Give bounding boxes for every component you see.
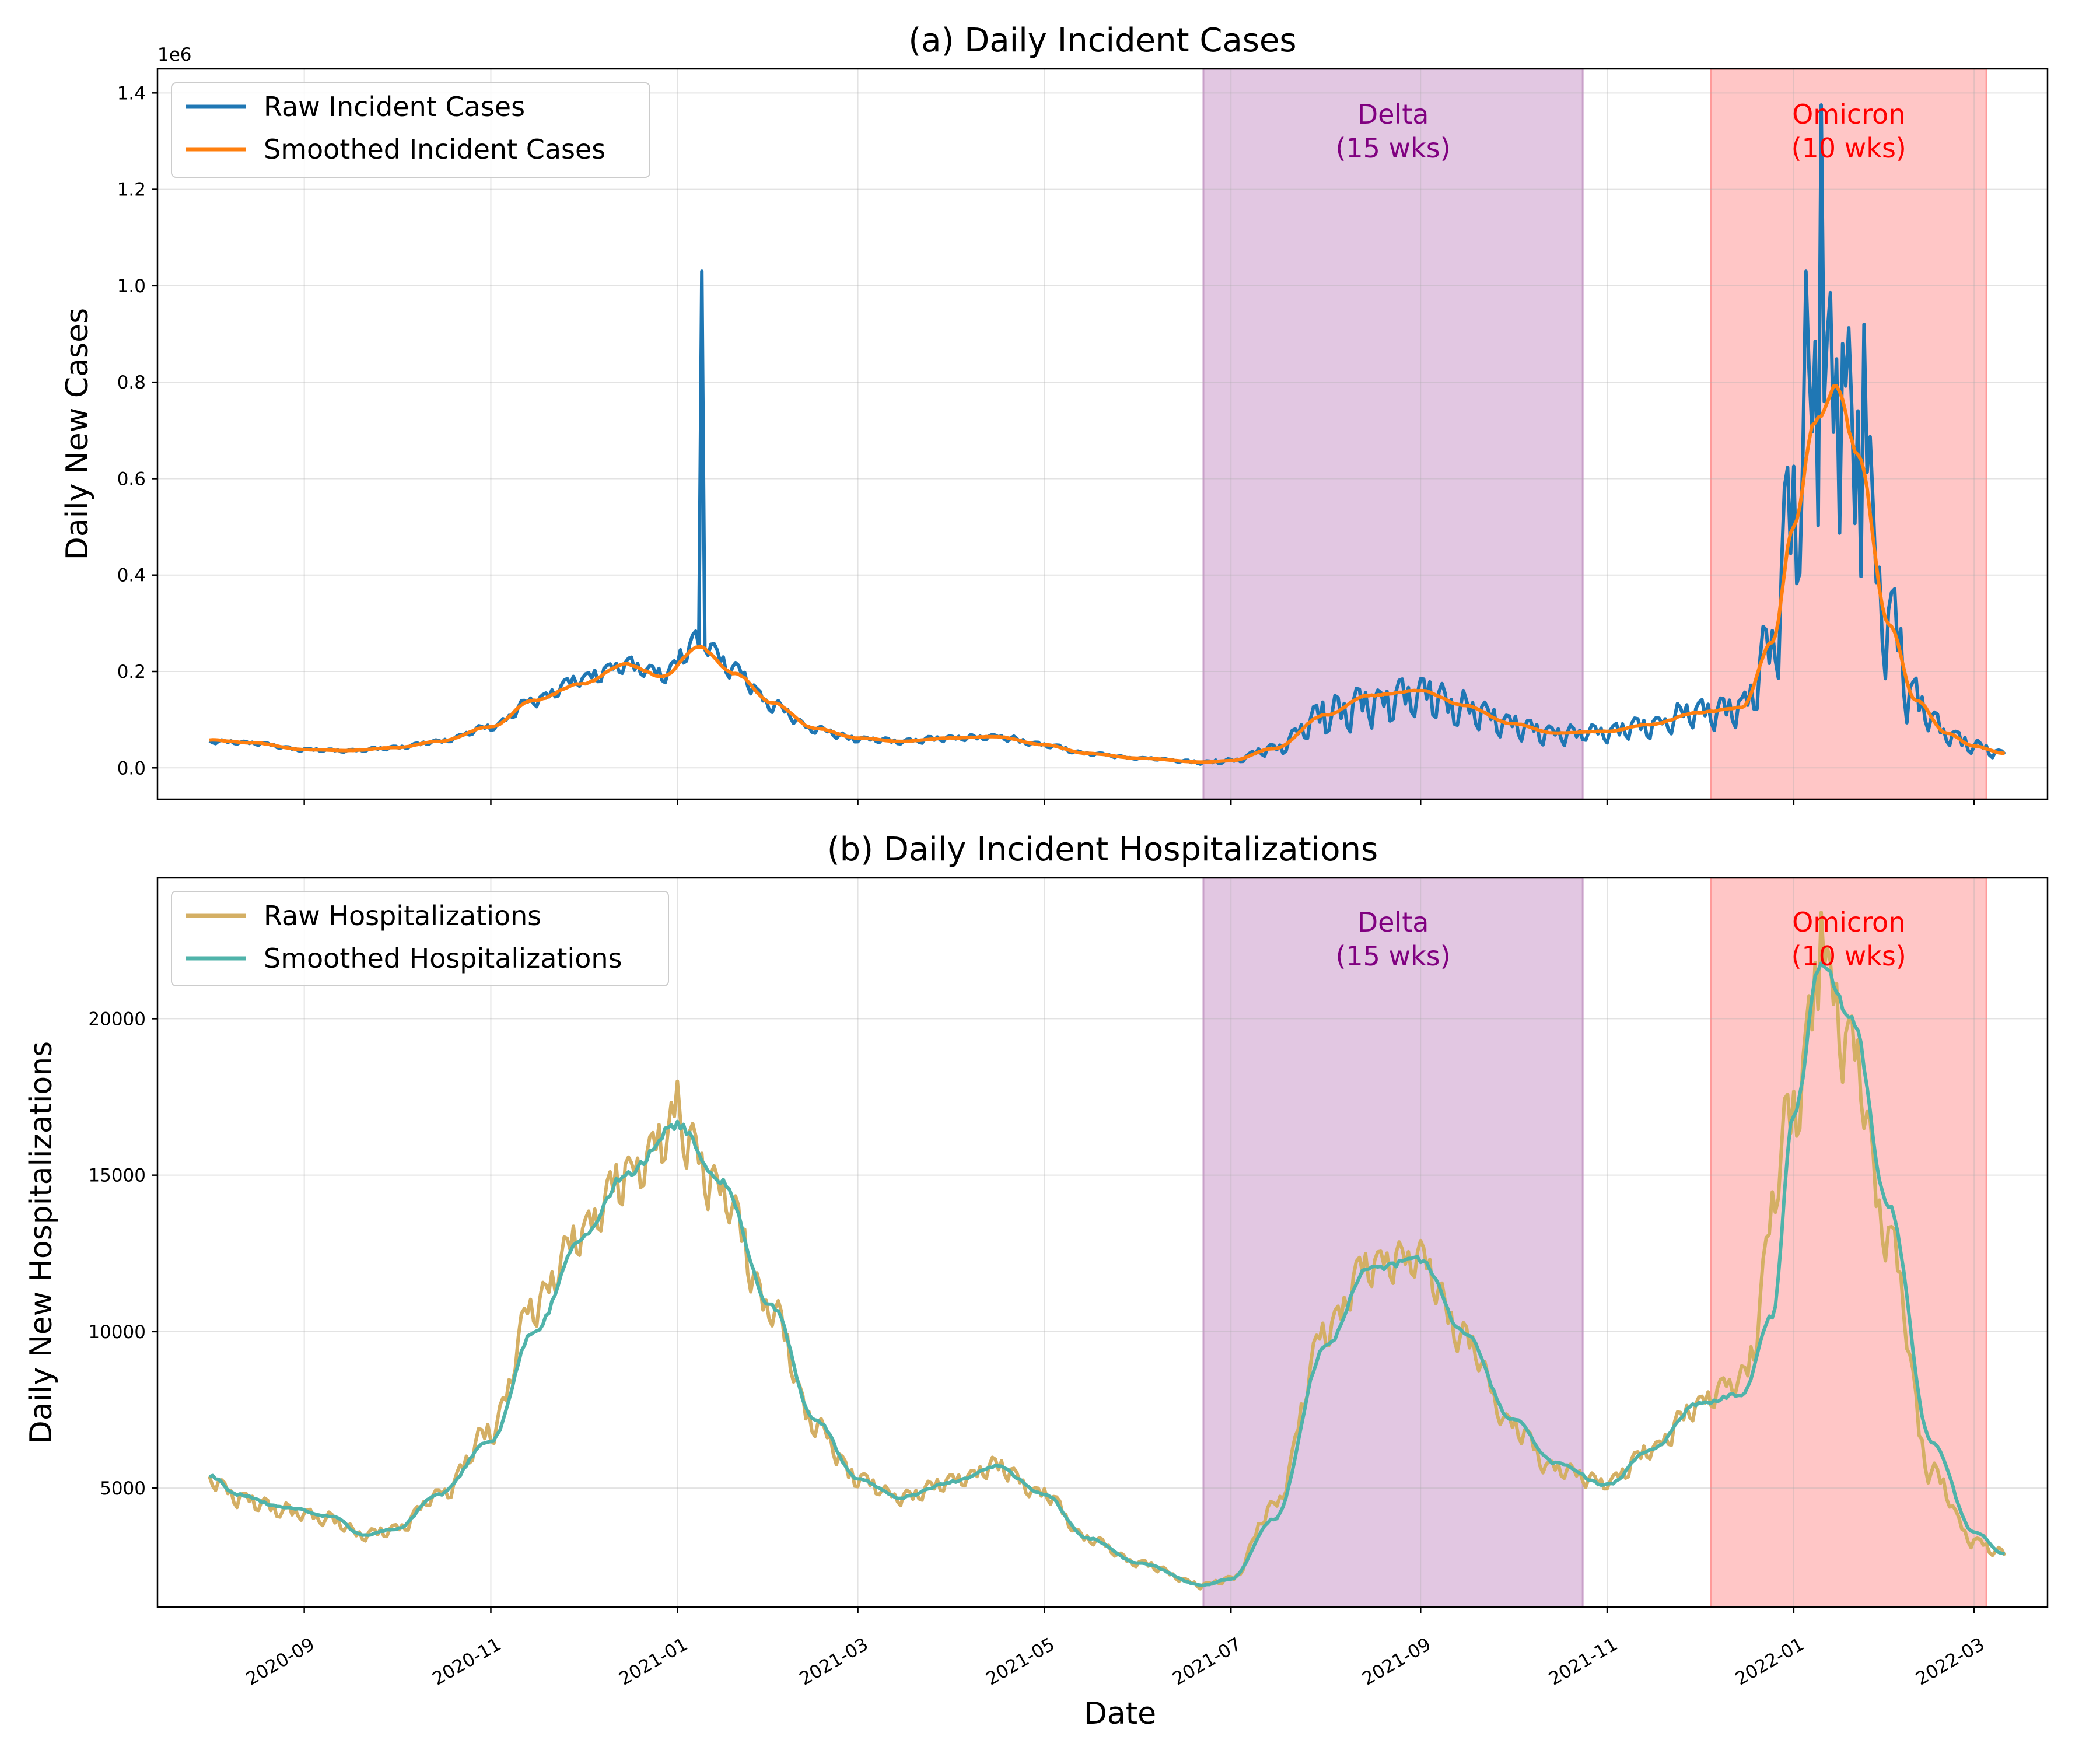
cases-y-tick-label: 0.4 — [117, 565, 146, 586]
hosp-y-tick-label: 10000 — [88, 1322, 146, 1343]
cases-delta-label-line2: (15 wks) — [1335, 132, 1450, 164]
hosp-delta-label-line2: (15 wks) — [1335, 940, 1450, 972]
cases-y-tick-label: 0.2 — [117, 662, 146, 682]
hosp-lines — [208, 911, 2007, 1591]
hosp-delta-label-line1: Delta — [1357, 907, 1429, 938]
x-tick-label: 2022-03 — [1912, 1634, 1988, 1690]
hosp-y-axis-label: Daily New Hospitalizations — [24, 1041, 59, 1444]
cases-axes-frame — [156, 68, 2049, 800]
x-tick-label: 2021-03 — [796, 1634, 872, 1690]
x-tick-label: 2020-09 — [242, 1634, 318, 1690]
cases-y-tick-label: 1.2 — [117, 180, 146, 201]
cases-lines — [208, 103, 2006, 766]
cases-band-labels: Delta (15 wks) Omicron (10 wks) — [1335, 99, 1906, 164]
hosp-y-tick-label: 5000 — [100, 1478, 146, 1499]
cases-omicron-label-line2: (10 wks) — [1791, 132, 1906, 164]
cases-band-delta — [1202, 68, 1584, 800]
x-tick-label: 2021-01 — [615, 1634, 691, 1690]
hosp-y-tick-label: 20000 — [88, 1009, 146, 1030]
cases-legend-raw-label: Raw Incident Cases — [264, 91, 525, 123]
x-tick-label: 2021-07 — [1169, 1634, 1245, 1690]
cases-bands — [1202, 68, 1987, 800]
cases-title: (a) Daily Incident Cases — [908, 22, 1296, 60]
cases-legend-box — [171, 82, 650, 178]
hosp-title: (b) Daily Incident Hospitalizations — [827, 831, 1378, 869]
cases-grid — [158, 69, 2048, 799]
cases-legend-smooth-label: Smoothed Incident Cases — [264, 134, 606, 165]
hosp-legend-raw-label: Raw Hospitalizations — [264, 900, 541, 932]
hosp-axes-frame — [156, 877, 2049, 1608]
x-tick-label: 2022-01 — [1732, 1634, 1808, 1690]
hosp-x-ticks: 2020-09 2020-11 2021-01 2021-03 2021-05 2021-… — [242, 1607, 1988, 1690]
cases-y-tick-label: 1.0 — [117, 276, 146, 297]
hosp-omicron-label-line1: Omicron — [1792, 907, 1905, 938]
hosp-legend-smooth-label: Smoothed Hospitalizations — [264, 943, 622, 974]
hosp-band-omicron — [1710, 877, 1987, 1608]
hosp-band-delta — [1202, 877, 1584, 1608]
cases-panel: 0.0 0.2 0.4 0.6 0.8 1.0 1.2 1.4 1e6 (a) Daily I… — [60, 22, 2049, 805]
cases-omicron-label-line1: Omicron — [1792, 99, 1905, 130]
hosp-y-ticks: 5000 10000 15000 20000 — [88, 1009, 158, 1499]
cases-y-axis-label: Daily New Cases — [60, 308, 95, 560]
x-axis-label: Date — [1084, 1696, 1156, 1731]
x-tick-label: 2020-11 — [429, 1634, 505, 1690]
x-tick-label: 2021-09 — [1359, 1634, 1434, 1690]
x-tick-label: 2021-05 — [982, 1634, 1058, 1690]
cases-legend: Raw Incident Cases Smoothed Incident Cas… — [171, 82, 650, 178]
hosp-series-smoothed-line — [208, 961, 2005, 1587]
cases-y-tick-label: 0.0 — [117, 758, 146, 779]
hosp-bands — [1202, 877, 1987, 1608]
x-tick-label: 2021-11 — [1545, 1634, 1621, 1690]
cases-series-smoothed-line — [209, 384, 2005, 764]
cases-delta-label-line1: Delta — [1357, 99, 1429, 130]
cases-y-tick-label: 1.4 — [117, 83, 146, 104]
cases-x-ticks — [303, 799, 1975, 805]
hosp-band-labels: Delta (15 wks) Omicron (10 wks) — [1335, 907, 1906, 972]
hosp-omicron-label-line2: (10 wks) — [1791, 940, 1906, 972]
cases-y-tick-label: 0.6 — [117, 468, 146, 489]
hosp-legend-box — [171, 891, 669, 986]
cases-y-ticks: 0.0 0.2 0.4 0.6 0.8 1.0 1.2 1.4 — [117, 83, 158, 779]
hospitalizations-panel: 5000 10000 15000 20000 2020-09 2020-11 2021-0… — [24, 831, 2049, 1731]
cases-y-tick-label: 0.8 — [117, 372, 146, 393]
cases-y-offset-label: 1e6 — [158, 44, 192, 65]
hosp-y-tick-label: 15000 — [88, 1166, 146, 1186]
hosp-legend: Raw Hospitalizations Smoothed Hospitaliz… — [171, 891, 669, 986]
